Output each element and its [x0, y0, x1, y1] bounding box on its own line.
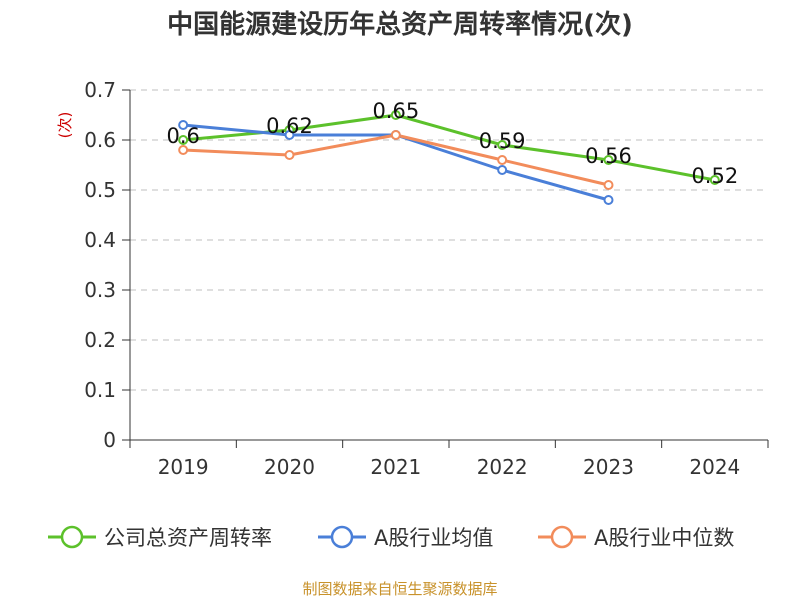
data-point — [603, 195, 614, 205]
y-tick-label: 0 — [103, 428, 116, 452]
legend-label: A股行业中位数 — [594, 526, 734, 550]
legend-marker — [60, 525, 84, 549]
legend-label: 公司总资产周转率 — [104, 526, 272, 550]
legend-marker — [550, 525, 574, 549]
series-line — [183, 133, 609, 187]
data-point — [284, 130, 295, 140]
y-axis-label: (次) — [56, 112, 74, 139]
x-tick-label: 2022 — [477, 455, 528, 479]
data-point — [390, 130, 401, 140]
x-tick-label: 2020 — [264, 455, 315, 479]
y-tick-label: 0.2 — [84, 328, 116, 352]
series-line — [183, 113, 716, 182]
y-tick-label: 0.1 — [84, 378, 116, 402]
x-tick-label: 2023 — [583, 455, 634, 479]
data-point — [497, 155, 508, 165]
data-point — [603, 155, 614, 165]
data-point — [178, 145, 189, 155]
data-point — [497, 140, 508, 150]
data-point — [178, 135, 189, 145]
y-tick-label: 0.6 — [84, 128, 116, 152]
data-point — [178, 120, 189, 130]
chart-title: 中国能源建设历年总资产周转率情况(次) — [167, 10, 633, 40]
x-tick-label: 2021 — [370, 455, 421, 479]
data-point — [284, 150, 295, 160]
y-tick-label: 0.7 — [84, 78, 116, 102]
data-label: 0.59 — [479, 129, 526, 153]
x-tick-label: 2024 — [689, 455, 740, 479]
data-label: 0.56 — [585, 144, 632, 168]
y-tick-label: 0.3 — [84, 278, 116, 302]
data-point — [497, 165, 508, 175]
data-point — [603, 180, 614, 190]
source-note: 制图数据来自恒生聚源数据库 — [302, 580, 498, 598]
data-point — [390, 110, 401, 120]
data-label: 0.52 — [691, 164, 738, 188]
data-label: 0.6 — [166, 124, 199, 148]
legend-label: A股行业均值 — [374, 526, 493, 550]
y-tick-label: 0.4 — [84, 228, 116, 252]
legend-marker — [330, 525, 354, 549]
data-label: 0.65 — [372, 99, 419, 123]
data-point — [709, 175, 720, 185]
data-label: 0.62 — [266, 114, 313, 138]
y-tick-label: 0.5 — [84, 178, 116, 202]
x-tick-label: 2019 — [158, 455, 209, 479]
